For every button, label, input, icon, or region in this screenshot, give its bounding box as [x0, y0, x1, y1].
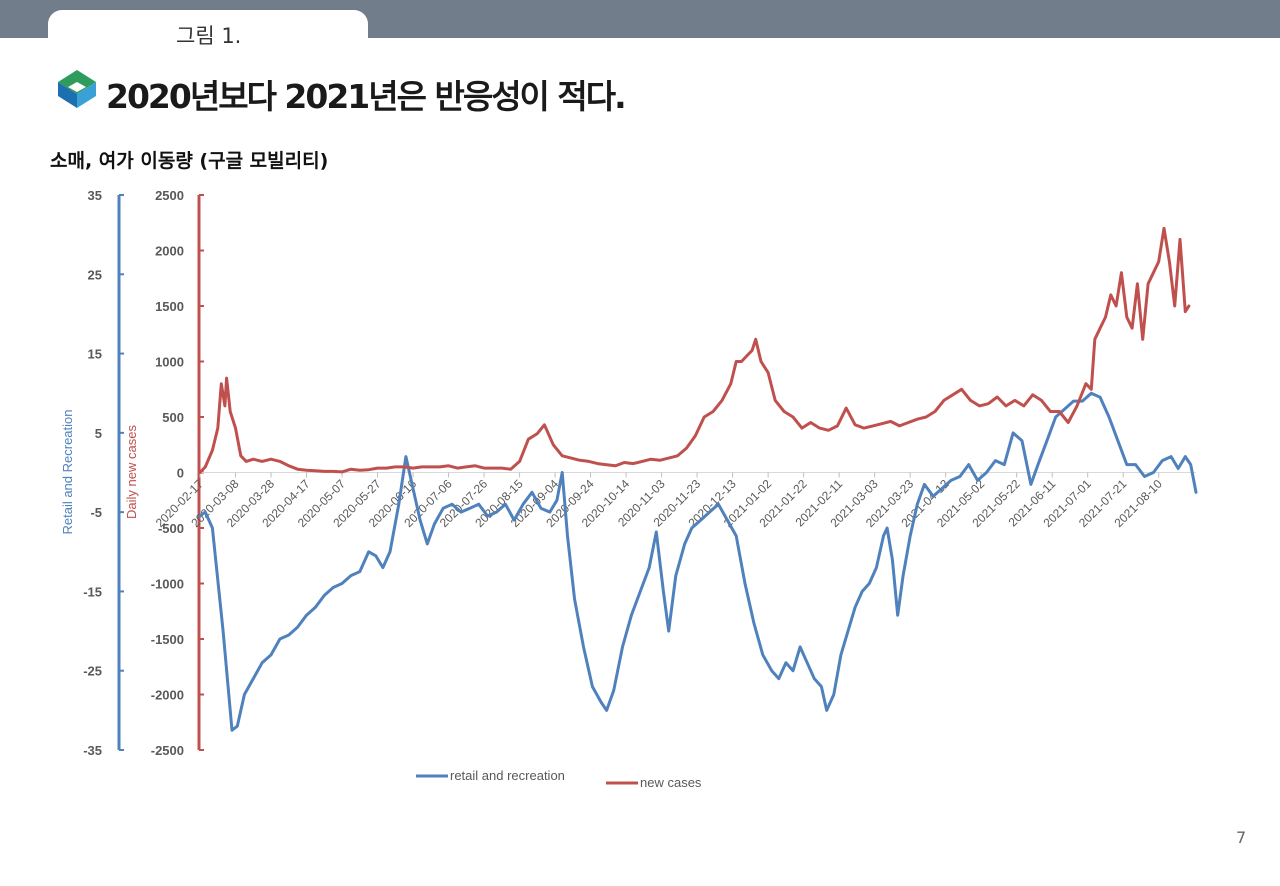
right-axis-tick-label: -2000 — [151, 688, 184, 703]
left-axis-tick-label: 5 — [95, 426, 102, 441]
page-number: 7 — [1236, 828, 1247, 847]
right-axis-tick-label: 1500 — [155, 299, 184, 314]
right-axis-tick-label: -2500 — [151, 743, 184, 758]
retail-recreation-line — [198, 391, 1198, 732]
right-axis-tick-label: 1000 — [155, 355, 184, 370]
left-axis-tick-label: 25 — [88, 267, 102, 282]
section-tab-label: 그림 1. — [176, 24, 242, 48]
chart-subtitle: 소매, 여가 이동량 (구글 모빌리티) — [50, 150, 329, 172]
left-axis-tick-label: -25 — [83, 664, 102, 679]
new-cases-line — [198, 226, 1191, 474]
right-axis-tick-label: 2000 — [155, 244, 184, 259]
right-axis-tick-label: 0 — [177, 466, 184, 481]
left-axis-tick-label: -15 — [83, 584, 102, 599]
right-axis-tick-label: -500 — [158, 521, 184, 536]
right-axis-tick-label: -1000 — [151, 577, 184, 592]
section-tab — [48, 10, 368, 40]
right-axis-tick-label: 2500 — [155, 188, 184, 203]
right-axis-title: Daily new cases — [124, 425, 139, 519]
left-axis-tick-label: -5 — [90, 505, 102, 520]
right-axis-tick-label: 500 — [162, 410, 184, 425]
left-axis-tick-label: 15 — [88, 347, 102, 362]
legend-new-cases-label: new cases — [640, 775, 702, 790]
legend-retail-label: retail and recreation — [450, 768, 565, 783]
left-axis-title: Retail and Recreation — [60, 409, 75, 534]
page-title: 2020년보다 2021년은 반응성이 적다. — [106, 77, 627, 116]
left-axis-tick-label: 35 — [88, 188, 102, 203]
left-axis-tick-label: -35 — [83, 743, 102, 758]
logo-icon — [58, 70, 96, 108]
right-axis-tick-label: -1500 — [151, 632, 184, 647]
